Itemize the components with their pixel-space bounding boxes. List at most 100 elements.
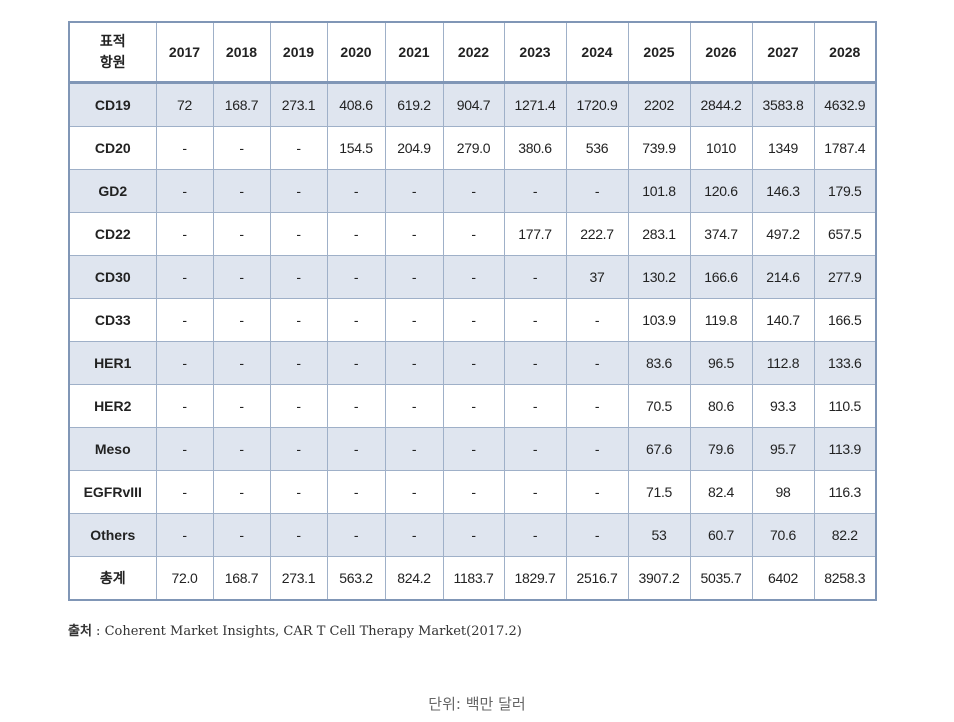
table-cell: 70.5 xyxy=(627,384,691,428)
table-cell: 2516.7 xyxy=(565,556,629,601)
table-cell: 374.7 xyxy=(689,212,753,256)
table-row: 총계 72.0 168.7 273.1 563.2 824.2 1183.7 1829.7 25… xyxy=(68,556,877,601)
corner-header-line-2: 항원 xyxy=(99,54,126,70)
table-cell: - xyxy=(155,384,214,428)
table-cell: - xyxy=(503,255,567,299)
table-cell: - xyxy=(565,427,629,471)
table-cell: 824.2 xyxy=(384,556,444,601)
table-cell: - xyxy=(269,341,328,385)
table-cell: - xyxy=(503,384,567,428)
table-cell: 2202 xyxy=(627,82,691,127)
table-cell: 116.3 xyxy=(813,470,877,514)
table-cell: 204.9 xyxy=(384,126,444,170)
table-cell: - xyxy=(384,470,444,514)
table-row: CD19 72 168.7 273.1 408.6 619.2 904.7 1271.4 172… xyxy=(68,82,877,127)
table-cell: - xyxy=(326,255,386,299)
table-cell: 1787.4 xyxy=(813,126,877,170)
table-cell: 82.4 xyxy=(689,470,753,514)
table-cell: - xyxy=(155,169,214,213)
table-cell: 1271.4 xyxy=(503,82,567,127)
table-cell: - xyxy=(269,470,328,514)
table-cell: - xyxy=(212,513,271,557)
table-cell: 166.5 xyxy=(813,298,877,342)
table-cell: 904.7 xyxy=(442,82,505,127)
table-row: EGFRvIII - - - - - - - -71.5 82.4 98 116.3 xyxy=(68,470,877,514)
table-cell: 619.2 xyxy=(384,82,444,127)
table-cell: 283.1 xyxy=(627,212,691,256)
table-cell: 5035.7 xyxy=(689,556,753,601)
table-cell: - xyxy=(565,298,629,342)
table-cell: - xyxy=(326,384,386,428)
table-cell: 273.1 xyxy=(269,82,328,127)
table-cell: - xyxy=(155,255,214,299)
row-label: CD20 xyxy=(68,126,157,170)
table-cell: - xyxy=(565,169,629,213)
table-cell: 214.6 xyxy=(751,255,815,299)
table-cell: 273.1 xyxy=(269,556,328,601)
table-cell: - xyxy=(442,384,505,428)
table-cell: 408.6 xyxy=(326,82,386,127)
table-cell: 140.7 xyxy=(751,298,815,342)
table-cell: - xyxy=(326,169,386,213)
year-header-2023: 2023 xyxy=(503,21,567,84)
market-size-table: 표적 항원 2017 2018 2019 2020 2021 2022 2023 2024 202… xyxy=(68,21,877,601)
table-body: CD19 72 168.7 273.1 408.6 619.2 904.7 1271.4 172… xyxy=(68,82,877,601)
table-cell: - xyxy=(442,341,505,385)
table-cell: - xyxy=(384,212,444,256)
table-cell: 37 xyxy=(565,255,629,299)
row-label: CD19 xyxy=(68,82,157,127)
table-row: Others - - - - - - - -53 60.7 70.6 82.2 xyxy=(68,513,877,557)
table-row: CD33- - - - - - - -103.9 119.8 140.7 166.5 xyxy=(68,298,877,342)
table-cell: - xyxy=(212,169,271,213)
table-cell: 79.6 xyxy=(689,427,753,471)
row-label: HER2 xyxy=(68,384,157,428)
table-cell: 60.7 xyxy=(689,513,753,557)
row-label: CD22 xyxy=(68,212,157,256)
table-cell: - xyxy=(212,341,271,385)
table-cell: - xyxy=(212,255,271,299)
table-cell: - xyxy=(269,255,328,299)
table-cell: - xyxy=(212,126,271,170)
corner-header-line-1: 표적 xyxy=(99,33,126,49)
table-cell: - xyxy=(442,298,505,342)
table-cell: - xyxy=(269,212,328,256)
table-cell: 739.9 xyxy=(627,126,691,170)
table-row: CD30- - - - - - -37 130.2 166.6 214.6 277.9 xyxy=(68,255,877,299)
table-cell: - xyxy=(384,341,444,385)
table-cell: - xyxy=(326,341,386,385)
table-cell: 536 xyxy=(565,126,629,170)
year-header-2017: 2017 xyxy=(155,21,214,84)
table-cell: - xyxy=(503,470,567,514)
table-cell: - xyxy=(212,427,271,471)
table-cell: 1010 xyxy=(689,126,753,170)
table-cell: 112.8 xyxy=(751,341,815,385)
table-cell: - xyxy=(155,427,214,471)
table-cell: - xyxy=(384,298,444,342)
table-cell: 72 xyxy=(155,82,214,127)
year-header-2020: 2020 xyxy=(326,21,386,84)
row-label: 총계 xyxy=(68,556,157,601)
row-label: Meso xyxy=(68,427,157,471)
table-cell: - xyxy=(442,169,505,213)
table-row: HER2- - - - - - - -70.5 80.6 93.3 110.5 xyxy=(68,384,877,428)
row-label: EGFRvIII xyxy=(68,470,157,514)
table-cell: - xyxy=(155,341,214,385)
table-cell: - xyxy=(326,212,386,256)
table-cell: - xyxy=(269,169,328,213)
source-note: 출처 : Coherent Market Insights, CAR T Cel… xyxy=(68,620,522,639)
table-cell: - xyxy=(565,384,629,428)
table-cell: - xyxy=(155,298,214,342)
table-row: CD20- - -154.5 204.9 279.0 380.6 536 739.9 1010 1… xyxy=(68,126,877,170)
table-cell: 119.8 xyxy=(689,298,753,342)
table-cell: 279.0 xyxy=(442,126,505,170)
table-cell: - xyxy=(155,212,214,256)
year-header-2022: 2022 xyxy=(442,21,505,84)
table-cell: - xyxy=(384,513,444,557)
row-label: Others xyxy=(68,513,157,557)
table-cell: 1183.7 xyxy=(442,556,505,601)
table-cell: - xyxy=(269,513,328,557)
year-header-2019: 2019 xyxy=(269,21,328,84)
table-cell: 179.5 xyxy=(813,169,877,213)
table-cell: 1349 xyxy=(751,126,815,170)
